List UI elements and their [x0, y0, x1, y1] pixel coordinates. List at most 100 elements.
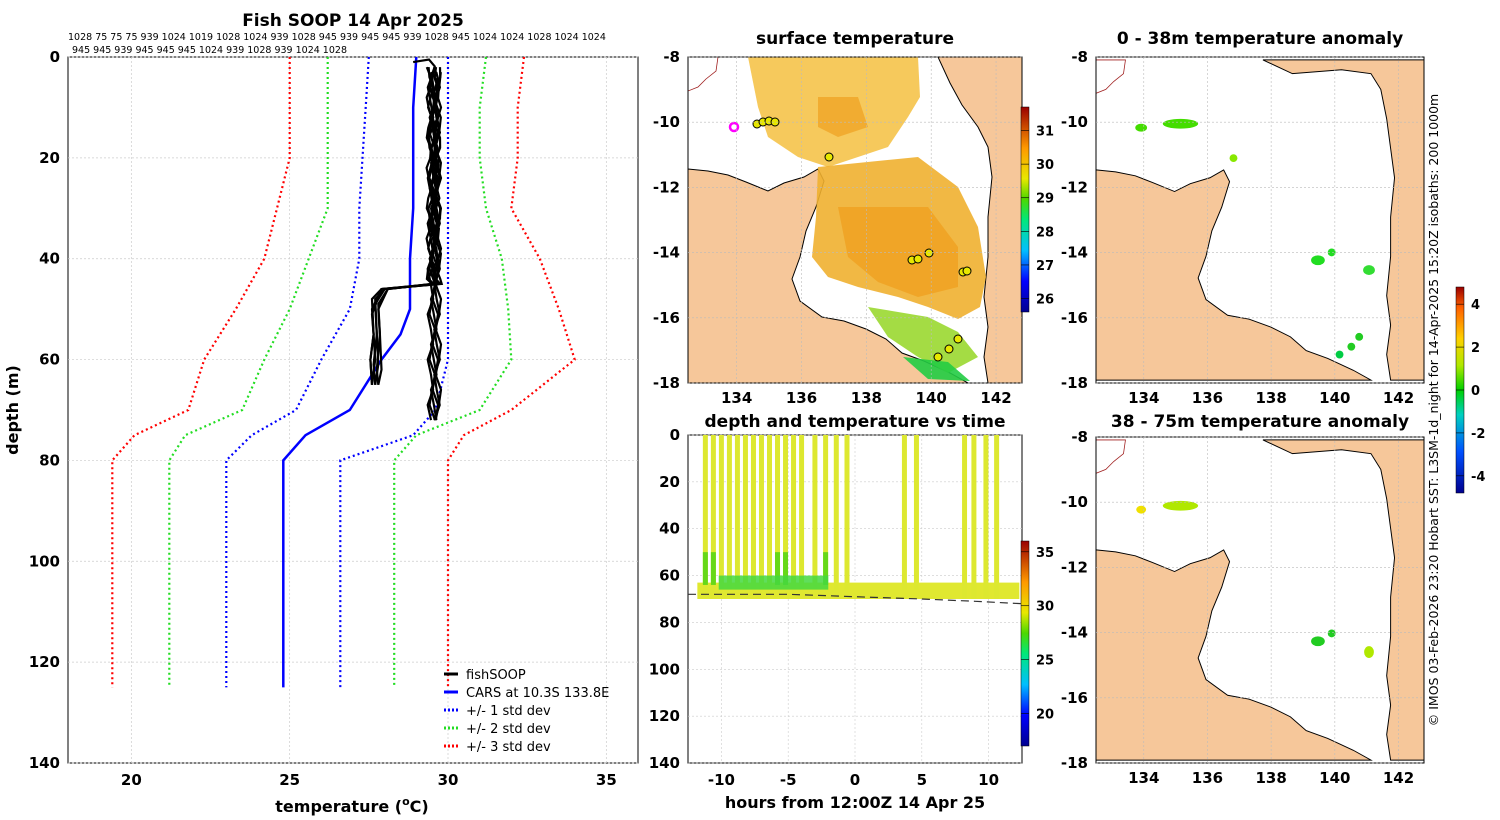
anom_bottom-xtick-label: 140 [1319, 769, 1350, 787]
time-xlabel: hours from 12:00Z 14 Apr 25 [725, 793, 985, 812]
time-cast-green [823, 552, 829, 585]
profile-ytick-label: 80 [39, 451, 60, 469]
time-cast-bar [775, 435, 781, 590]
time-cast-green [710, 552, 716, 585]
sst-map-panel: surface temperature [653, 29, 1054, 407]
profile-ytick-label: 0 [50, 48, 60, 66]
time-cast-bar [799, 435, 805, 590]
time-green-patch [718, 575, 829, 590]
anom_bottom-xtick-label: 134 [1128, 769, 1159, 787]
anom-top-land-capeyork [1262, 59, 1424, 381]
time-xtick-label: -5 [780, 771, 797, 789]
anom_top-xtick-label: 138 [1255, 389, 1286, 407]
profile-ytick-label: 100 [29, 552, 60, 570]
profile-grid [68, 56, 638, 764]
profile-std-low-line [111, 57, 291, 688]
profile-xtick-label: 20 [121, 771, 142, 789]
profile-ytick-label: 140 [29, 754, 60, 772]
time-cbar-tick-label: 35 [1036, 546, 1054, 561]
anom_bottom-ytick-label: -12 [1061, 558, 1088, 576]
profile-cars-line [282, 56, 418, 688]
sst-cbar-tick-label: 28 [1036, 225, 1054, 240]
anom-cbar-tick-label: -2 [1471, 427, 1485, 442]
time-xtick-label: 0 [850, 771, 860, 789]
time-cast-bar [901, 435, 907, 590]
time-ytick-label: 0 [670, 426, 680, 444]
time-panel: depth and temperature vs time -10 -5 0 5 10 … [649, 412, 1054, 812]
time-cast-bar [823, 435, 829, 590]
sst-cbar-tick-label: 31 [1036, 125, 1054, 140]
sst_map-ytick-label: -14 [653, 244, 680, 262]
profile-fishsoop-surface [412, 58, 437, 68]
time-cbar-tick-label: 20 [1036, 708, 1054, 723]
anom-cbar-tick-label: 2 [1471, 341, 1480, 356]
anom-cbar-tick-label: -4 [1471, 470, 1485, 485]
anom_bottom-ytick-label: -16 [1061, 689, 1088, 707]
anom_top-xtick-label: 142 [1383, 389, 1414, 407]
time-cast-green [702, 552, 708, 585]
time-cast-bar [994, 435, 1000, 599]
profile-ytick-label: 40 [39, 250, 60, 268]
anom-bottom-land-capeyork [1262, 439, 1424, 761]
profile-panel: Fish SOOP 14 Apr 2025 1028 75 75 75 939 … [3, 11, 639, 816]
sst-yticks: -8 -10 -12 -14 -16 -18 [653, 48, 680, 392]
time-cast-bar [962, 435, 968, 599]
time-cast-bar [791, 435, 797, 590]
profile-ytick-label: 60 [39, 351, 60, 369]
time-ytick-label: 140 [649, 754, 680, 772]
profile-legend: fishSOOP CARS at 10.3S 133.8E +/- 1 std … [444, 668, 609, 755]
sst_map-ytick-label: -18 [653, 374, 680, 392]
sst-cbar-tick-label: 26 [1036, 293, 1054, 308]
time-cast-green [775, 552, 781, 585]
sst_map-ytick-label: -8 [663, 48, 680, 66]
sst-cbar-tick-label: 29 [1036, 192, 1054, 207]
sst_map-xtick-label: 136 [786, 389, 817, 407]
sst_map-xtick-label: 140 [916, 389, 947, 407]
time-cast-green [783, 552, 789, 585]
legend-std2: +/- 2 std dev [466, 722, 551, 737]
time-cast-bar [758, 435, 764, 590]
sst-xticks: 134 136 138 140 142 [721, 389, 1012, 407]
profile-ytick-label: 120 [29, 653, 60, 671]
sst-cbar-ticks: 26 27 28 29 30 31 [1021, 125, 1054, 308]
sst-colorbar [1020, 106, 1030, 313]
anom_top-ytick-label: -18 [1061, 374, 1088, 392]
sst-field [748, 57, 986, 381]
credit-text: © IMOS 03-Feb-2026 23:20 Hobart SST: L3S… [1426, 94, 1441, 726]
sst_map-ytick-label: -10 [653, 113, 680, 131]
profile-series [111, 56, 576, 688]
anom-cbar-tick-label: 4 [1471, 298, 1480, 313]
anom_top-ytick-label: -8 [1071, 48, 1088, 66]
time-cast-bar [750, 435, 756, 590]
profile-ytick-label: 20 [39, 149, 60, 167]
time-cast-bar [742, 435, 748, 590]
time-bottom-depth-line [688, 593, 1023, 605]
sst-cbar-tick-label: 27 [1036, 259, 1054, 274]
profile-xticks: 20 25 30 35 [121, 771, 617, 789]
anom_top-ytick-label: -10 [1061, 113, 1088, 131]
sst-land-nw [688, 57, 719, 92]
time-data [688, 435, 1023, 605]
time-cbar-tick-label: 30 [1036, 600, 1054, 615]
time-cast-bar [726, 435, 732, 590]
anom_bottom-ytick-label: -18 [1061, 754, 1088, 772]
sst-cbar-tick-label: 30 [1036, 158, 1054, 173]
anom_bottom-xtick-label: 138 [1255, 769, 1286, 787]
anom-cbar-tick-label: 0 [1471, 384, 1480, 399]
time-cast-bar [812, 435, 818, 590]
anom_top-ytick-label: -12 [1061, 178, 1088, 196]
profile-xlabel: temperature (oC) [275, 795, 428, 816]
sst_map-xtick-label: 142 [980, 389, 1011, 407]
anom-top-title: 0 - 38m temperature anomaly [1117, 29, 1403, 49]
time-yticks: 0 20 40 60 80 100 120 140 [649, 426, 680, 772]
anom_top-ytick-label: -16 [1061, 309, 1088, 327]
anom-top-panel: 0 - 38m temperature anomaly 134 136 138 140… [1061, 29, 1425, 407]
profile-fishsoop-cast-deep [426, 71, 435, 421]
sst-cars-marker [728, 121, 740, 133]
sst_map-xtick-label: 138 [851, 389, 882, 407]
legend-std3: +/- 3 std dev [466, 740, 551, 755]
time-cast-bar [971, 435, 977, 599]
anom_bottom-xtick-label: 142 [1383, 769, 1414, 787]
anom_bottom-ytick-label: -14 [1061, 624, 1088, 642]
anom_top-xtick-label: 140 [1319, 389, 1350, 407]
